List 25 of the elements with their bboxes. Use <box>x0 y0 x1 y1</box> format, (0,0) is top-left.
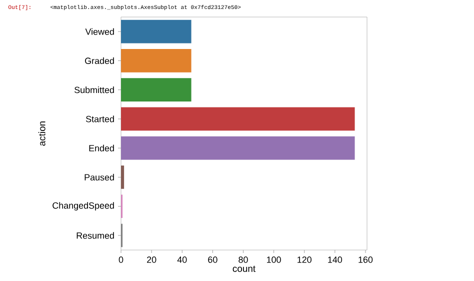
y-tick-label: Paused <box>84 174 114 180</box>
y-tick-label: Started <box>86 116 114 122</box>
x-tick-label: 140 <box>328 256 342 263</box>
y-axis-title: action <box>38 121 46 146</box>
bar <box>121 166 124 189</box>
x-tick-label: 120 <box>298 256 312 263</box>
bar <box>121 78 192 102</box>
x-tick-label: 0 <box>118 256 124 263</box>
x-tick-label: 80 <box>238 256 248 263</box>
x-tick-label: 20 <box>147 256 156 263</box>
y-tick-label: Viewed <box>85 28 114 35</box>
x-tick-label: 100 <box>267 256 281 263</box>
y-tick-label: Submitted <box>74 86 114 94</box>
bar <box>121 107 355 131</box>
bar <box>121 49 192 72</box>
y-tick-label: Graded <box>85 57 114 64</box>
x-tick-label: 40 <box>177 256 187 263</box>
x-tick-label: 60 <box>208 256 218 263</box>
y-tick-label: ChangedSpeed <box>52 202 114 210</box>
x-tick-label: 160 <box>358 256 373 263</box>
bar <box>121 20 192 44</box>
y-tick-label: Ended <box>89 144 114 152</box>
bar <box>121 136 355 160</box>
y-tick-label: Resumed <box>76 232 114 239</box>
x-axis-title: count <box>232 266 256 272</box>
